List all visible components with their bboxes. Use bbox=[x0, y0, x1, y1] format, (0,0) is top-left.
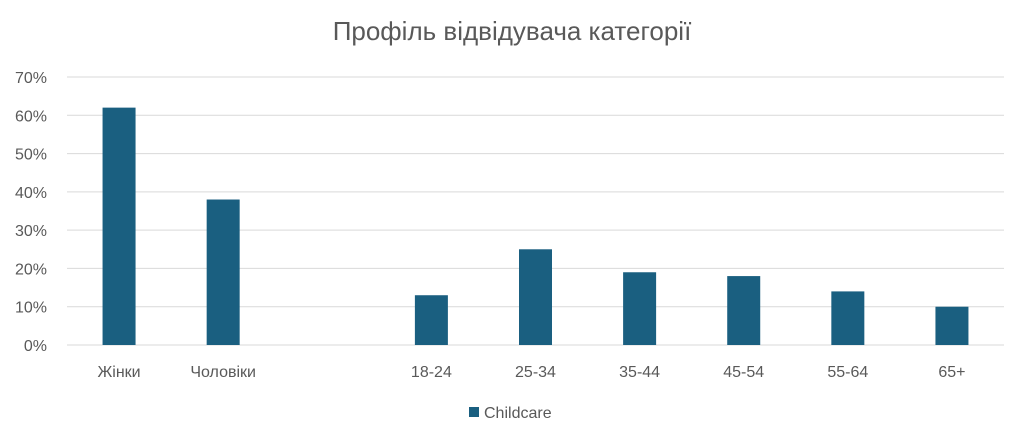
y-tick-label: 70% bbox=[15, 70, 47, 87]
x-tick-label: 65+ bbox=[938, 364, 965, 381]
legend: Childcare bbox=[469, 405, 552, 422]
x-tick-label: 35-44 bbox=[619, 364, 660, 381]
legend-swatch bbox=[469, 407, 479, 417]
bar bbox=[206, 199, 240, 345]
bar bbox=[102, 107, 136, 345]
y-tick-label: 10% bbox=[15, 300, 47, 317]
x-tick-label: Жінки bbox=[98, 364, 141, 381]
legend-label: Childcare bbox=[484, 405, 552, 422]
y-tick-label: 0% bbox=[24, 338, 47, 355]
y-tick-label: 60% bbox=[15, 108, 47, 125]
chart-title: Профіль відвідувача категорії bbox=[333, 16, 692, 46]
x-tick-label: Чоловіки bbox=[190, 364, 256, 381]
bar bbox=[519, 249, 552, 345]
y-tick-label: 50% bbox=[15, 147, 47, 164]
bars bbox=[102, 107, 969, 345]
y-tick-label: 30% bbox=[15, 223, 47, 240]
x-tick-label: 25-34 bbox=[515, 364, 556, 381]
x-tick-label: 55-64 bbox=[827, 364, 868, 381]
y-tick-label: 20% bbox=[15, 261, 47, 278]
y-tick-label: 40% bbox=[15, 185, 47, 202]
x-axis-ticks: Жінки Чоловіки 18-24 25-34 35-44 45-54 55-64 65… bbox=[98, 364, 966, 381]
y-axis-ticks: 0% 10% 20% 30% 40% 50% 60% 70% bbox=[15, 70, 47, 355]
bar bbox=[727, 276, 761, 345]
bar bbox=[623, 272, 657, 345]
bar bbox=[414, 295, 448, 345]
x-tick-label: 45-54 bbox=[723, 364, 764, 381]
bar bbox=[935, 306, 969, 345]
x-tick-label: 18-24 bbox=[411, 364, 452, 381]
bar bbox=[831, 291, 865, 345]
